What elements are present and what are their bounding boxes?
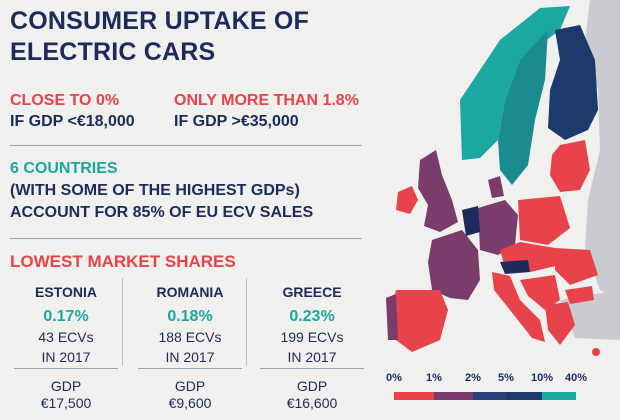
concentration-line2: (WITH SOME OF THE HIGHEST GDPs) <box>10 182 300 199</box>
map-poland <box>518 196 570 245</box>
ecv-count: 199 ECVs <box>280 329 344 345</box>
legend-label: 40% <box>564 372 588 384</box>
low-gdp-sub: IF GDP <€18,000 <box>10 113 135 130</box>
legend-label: 2% <box>465 372 481 384</box>
ecv-count: 188 ECVs <box>158 329 222 345</box>
map-bulgaria <box>565 286 594 304</box>
gdp-label: GDP <box>174 378 206 394</box>
map-baltics <box>550 140 590 192</box>
gdp-value: €9,600 <box>168 395 212 411</box>
legend-label: 5% <box>498 372 514 384</box>
legend-swatch <box>506 392 542 400</box>
legend-label: 0% <box>386 372 402 384</box>
country-name: ROMANIA <box>156 284 224 300</box>
divider-gdp-1 <box>14 368 118 369</box>
greece-card: GREECE 0.23% 199 ECVs IN 2017 GDP €16,60… <box>256 280 368 411</box>
gdp-block: GDP €9,600 <box>134 378 246 412</box>
legend-swatch <box>394 392 434 400</box>
low-gdp-stat: CLOSE TO 0% IF GDP <€18,000 <box>10 90 135 132</box>
romania-card-border <box>134 278 247 366</box>
map-norway <box>460 6 570 160</box>
ecv-year: IN 2017 <box>287 349 337 365</box>
gdp-block: GDP €17,500 <box>10 378 122 412</box>
map-germany <box>478 200 518 255</box>
map-benelux <box>462 206 480 236</box>
concentration-line3: ACCOUNT FOR 85% OF EU ECV SALES <box>10 204 314 221</box>
concentration-block: 6 COUNTRIES (WITH SOME OF THE HIGHEST GD… <box>10 158 313 224</box>
map-denmark <box>488 176 504 198</box>
map-austria <box>500 260 530 274</box>
estonia-card-border <box>10 278 123 366</box>
ecv-year: IN 2017 <box>165 349 215 365</box>
concentration-headline: 6 COUNTRIES <box>10 160 118 177</box>
gdp-label: GDP <box>50 378 82 394</box>
map-spain <box>392 290 448 352</box>
high-gdp-sub: IF GDP >€35,000 <box>174 113 299 130</box>
divider-mid <box>10 238 362 239</box>
high-gdp-stat: ONLY MORE THAN 1.8% IF GDP >€35,000 <box>174 90 359 132</box>
gdp-value: €16,600 <box>286 395 338 411</box>
divider-gdp-2 <box>138 368 242 369</box>
lowest-heading: LOWEST MARKET SHARES <box>10 252 236 271</box>
legend-swatch <box>434 392 473 400</box>
map-greece <box>545 302 575 345</box>
map-portugal <box>386 294 398 340</box>
market-share: 0.23% <box>289 308 335 325</box>
high-gdp-headline: ONLY MORE THAN 1.8% <box>174 92 359 109</box>
country-name: ESTONIA <box>35 284 97 300</box>
divider-top <box>10 145 362 146</box>
estonia-card: ESTONIA 0.17% 43 ECVs IN 2017 GDP €17,50… <box>10 280 122 411</box>
legend-swatch <box>473 392 506 400</box>
map-romania <box>555 248 598 285</box>
map-italy <box>492 272 545 342</box>
ecv-count: 43 ECVs <box>38 329 94 345</box>
map-balkans <box>520 275 560 310</box>
page-title: CONSUMER UPTAKE OF ELECTRIC CARS <box>10 7 309 66</box>
map-finland <box>548 25 598 140</box>
map-france <box>428 230 480 300</box>
map-ireland <box>396 186 418 214</box>
market-share: 0.18% <box>167 308 213 325</box>
market-share: 0.17% <box>43 308 89 325</box>
romania-card: ROMANIA 0.18% 188 ECVs IN 2017 GDP €9,60… <box>134 280 246 411</box>
map-sweden <box>498 30 548 185</box>
ecv-year: IN 2017 <box>41 349 91 365</box>
legend-label: 10% <box>530 372 554 384</box>
map-cyprus <box>592 348 600 356</box>
low-gdp-headline: CLOSE TO 0% <box>10 92 120 109</box>
map-non-eu-land <box>585 0 620 300</box>
country-name: GREECE <box>282 284 342 300</box>
map-uk <box>418 150 458 232</box>
divider-gdp-3 <box>260 368 364 369</box>
legend-swatch <box>542 392 576 400</box>
legend-label: 1% <box>426 372 442 384</box>
gdp-value: €17,500 <box>40 395 92 411</box>
gdp-block: GDP €16,600 <box>256 378 368 412</box>
gdp-label: GDP <box>296 378 328 394</box>
